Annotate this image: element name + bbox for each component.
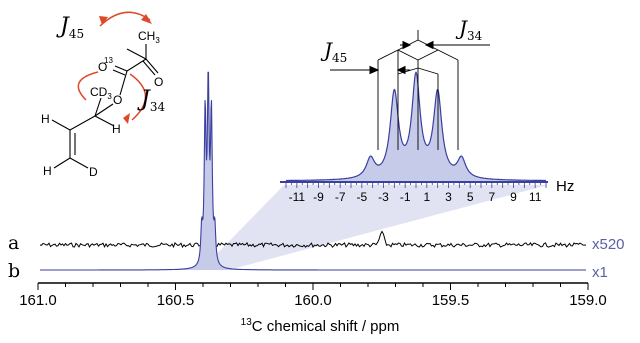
- spectrum-a-line: [39, 230, 586, 249]
- inset-axis-ticks: [285, 182, 547, 188]
- x-axis-title: 13C chemical shift / ppm: [241, 317, 400, 335]
- x-tick-label: 159.5: [432, 292, 470, 309]
- x-tick-label: 161.0: [19, 292, 57, 309]
- d-label: D: [89, 165, 98, 179]
- inset-tick-label: 11: [529, 190, 542, 204]
- inset-tick-label: 9: [510, 190, 517, 204]
- carbonyl-o-label: O: [154, 75, 163, 89]
- inset-spectrum-line: [286, 71, 546, 182]
- x-axis-ticks: [37, 283, 589, 290]
- iso-label: 13: [104, 56, 113, 65]
- inset-unit-label: Hz: [556, 178, 574, 195]
- inset-spectrum-fill: [286, 72, 546, 181]
- inset-tick-label: 3: [445, 190, 452, 204]
- tree-j45-label: J45: [320, 38, 347, 65]
- h-label: H: [112, 122, 121, 136]
- inset-tick-label: 5: [467, 190, 474, 204]
- tree-j34-label: J34: [455, 16, 483, 43]
- mol-j34-label: J34: [137, 87, 165, 114]
- cd3-label: CD3: [90, 85, 112, 101]
- inset-tick-label: -3: [378, 190, 389, 204]
- x-tick-label: 160.5: [157, 292, 195, 309]
- spectrum-b-line: [40, 71, 586, 271]
- trace-b-scale: x1: [592, 264, 608, 281]
- coupling-arrows: [330, 40, 490, 75]
- x-tick-label: 159.0: [569, 292, 607, 309]
- trace-b-label: b: [8, 260, 20, 282]
- molecule-labels: CH3 O O 13 C O CD3 H H H D: [41, 29, 163, 179]
- red-arrowheads: [99, 14, 152, 124]
- trace-a-scale: x520: [592, 236, 625, 253]
- carbonyl-o-label: O: [98, 60, 107, 74]
- zoom-wedge: [203, 185, 548, 268]
- inset-tick-label: 1: [423, 190, 430, 204]
- h-label: H: [43, 164, 52, 178]
- inset-tick-label: 7: [488, 190, 495, 204]
- inset-tick-label: -7: [335, 190, 346, 204]
- inset-tick-labels: -11 -9 -7 -5 -3 -1 1 3 5 7 9 11: [289, 190, 542, 204]
- inset-tick-label: -5: [356, 190, 367, 204]
- h-label: H: [41, 112, 50, 126]
- methyl-label: CH3: [138, 29, 160, 45]
- trace-a-label: a: [8, 232, 19, 254]
- molecule-bonds: [51, 44, 159, 169]
- inset-tick-label: -11: [289, 190, 306, 204]
- ester-o-label: O: [113, 93, 122, 107]
- x-tick-label: 160.0: [294, 292, 332, 309]
- inset-tick-label: -9: [313, 190, 324, 204]
- inset-tick-label: -1: [400, 190, 411, 204]
- mol-j45-label: J45: [56, 14, 84, 41]
